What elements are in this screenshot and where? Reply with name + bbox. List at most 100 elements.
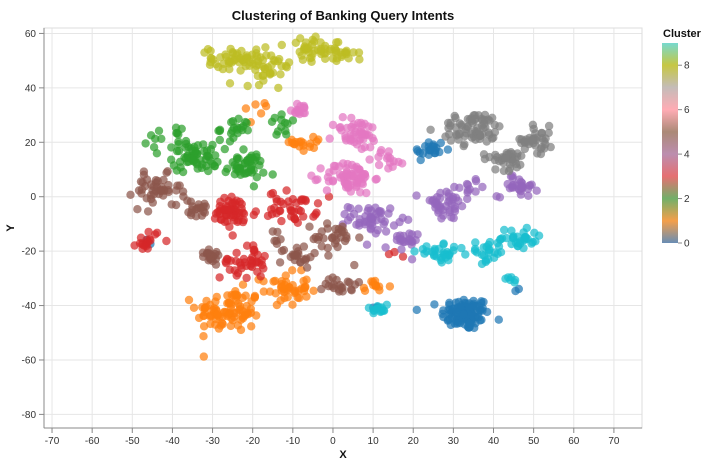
data-point xyxy=(288,266,297,275)
data-point xyxy=(302,292,311,301)
data-point xyxy=(184,295,194,305)
data-point xyxy=(133,205,142,214)
data-point xyxy=(151,230,160,239)
data-point xyxy=(346,213,355,222)
data-point xyxy=(305,54,315,63)
data-point xyxy=(508,181,517,190)
gridlines xyxy=(44,28,642,428)
data-point xyxy=(288,116,298,125)
data-point xyxy=(146,131,156,140)
data-point xyxy=(379,306,389,315)
data-point xyxy=(509,233,518,242)
data-point xyxy=(425,196,434,205)
data-point xyxy=(345,278,354,287)
data-point xyxy=(537,129,546,138)
data-point xyxy=(516,160,525,169)
data-point xyxy=(384,164,393,173)
data-point xyxy=(167,143,176,152)
data-point xyxy=(174,146,184,156)
data-point xyxy=(299,276,308,286)
data-point xyxy=(233,217,242,227)
data-point xyxy=(154,126,164,135)
data-point xyxy=(241,104,251,113)
data-point xyxy=(213,310,222,319)
data-point xyxy=(528,120,538,129)
data-point xyxy=(265,287,275,296)
data-point xyxy=(299,101,309,111)
data-point xyxy=(199,147,209,156)
data-point xyxy=(316,164,325,173)
data-point xyxy=(441,253,450,262)
data-point xyxy=(482,307,492,317)
data-point xyxy=(443,145,453,154)
data-point xyxy=(269,277,278,286)
data-point xyxy=(251,100,260,109)
data-point xyxy=(309,143,319,153)
data-point xyxy=(199,352,208,361)
data-point xyxy=(250,245,259,255)
data-point xyxy=(397,245,406,254)
data-point xyxy=(302,254,311,263)
data-point xyxy=(224,57,233,66)
data-point xyxy=(286,206,295,215)
data-point xyxy=(471,238,480,247)
data-point xyxy=(499,166,509,176)
data-point xyxy=(477,259,487,269)
data-point xyxy=(496,234,505,244)
data-point xyxy=(257,260,267,270)
data-point xyxy=(191,205,201,214)
data-point xyxy=(452,308,461,317)
data-point xyxy=(238,208,247,217)
data-point xyxy=(446,320,455,330)
data-point xyxy=(366,206,376,215)
legend-tick-label: 6 xyxy=(684,105,690,116)
data-point xyxy=(141,139,150,148)
data-point xyxy=(460,131,469,141)
data-point xyxy=(215,273,224,282)
data-point xyxy=(511,286,520,296)
data-point xyxy=(478,182,487,192)
data-point xyxy=(355,233,364,242)
data-point xyxy=(231,287,240,296)
data-point xyxy=(434,244,444,254)
data-point xyxy=(299,212,308,221)
data-point xyxy=(431,203,440,212)
data-point xyxy=(301,283,310,292)
data-point xyxy=(173,181,182,190)
data-point xyxy=(204,166,213,176)
data-point xyxy=(228,316,238,325)
data-point xyxy=(372,304,381,313)
data-point xyxy=(174,130,183,139)
color-legend: Cluster 0 2 4 6 8 xyxy=(662,28,702,250)
x-tick-label: 60 xyxy=(568,436,580,447)
data-point xyxy=(479,297,488,307)
data-point xyxy=(282,63,291,72)
data-point xyxy=(384,147,393,156)
data-point xyxy=(540,137,549,146)
data-point xyxy=(518,183,527,192)
data-point xyxy=(311,232,320,242)
data-point xyxy=(232,153,242,162)
data-point xyxy=(347,113,356,123)
data-point xyxy=(259,168,268,177)
data-point xyxy=(277,110,286,119)
data-point xyxy=(299,242,309,251)
data-point xyxy=(471,302,481,311)
data-point xyxy=(459,310,468,319)
data-point xyxy=(449,213,458,223)
data-point xyxy=(275,206,284,215)
data-point xyxy=(288,300,297,309)
data-point xyxy=(267,117,277,127)
data-point xyxy=(494,315,503,324)
data-point xyxy=(385,282,395,291)
x-tick-label: 20 xyxy=(408,436,420,447)
x-tick-label: -20 xyxy=(245,436,260,447)
data-point xyxy=(416,155,425,165)
data-point xyxy=(268,170,277,179)
data-point xyxy=(445,298,454,307)
data-point xyxy=(463,122,472,131)
x-tick-label: -10 xyxy=(286,436,301,447)
x-tick-label: 30 xyxy=(448,436,460,447)
data-point xyxy=(164,187,173,197)
